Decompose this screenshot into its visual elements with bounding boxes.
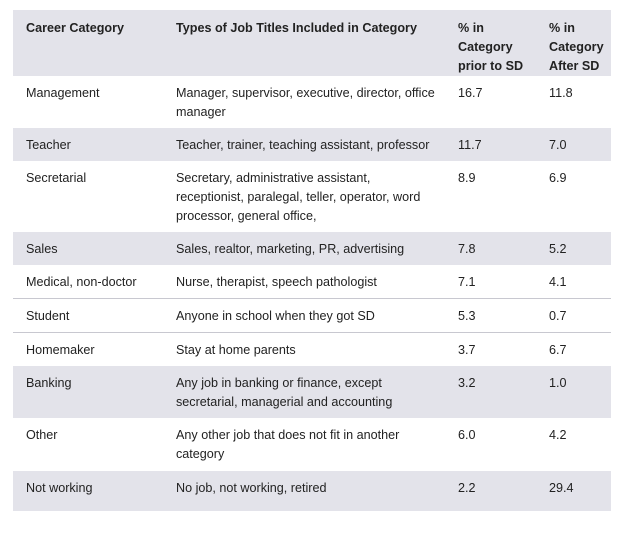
cell-after: 5.2 <box>536 232 611 265</box>
header-row: Career Category Types of Job Titles Incl… <box>13 10 611 76</box>
cell-titles: Stay at home parents <box>163 332 445 366</box>
cell-after: 11.8 <box>536 76 611 128</box>
career-category-table: Career Category Types of Job Titles Incl… <box>13 10 611 511</box>
cell-prior: 7.8 <box>445 232 536 265</box>
cell-category: Management <box>13 76 163 128</box>
career-table-container: Career Category Types of Job Titles Incl… <box>13 10 611 511</box>
cell-prior: 3.2 <box>445 366 536 418</box>
table-row: Other Any other job that does not fit in… <box>13 418 611 471</box>
cell-after: 4.1 <box>536 265 611 299</box>
cell-prior: 11.7 <box>445 128 536 161</box>
cell-category: Other <box>13 418 163 471</box>
cell-prior: 6.0 <box>445 418 536 471</box>
table-row: Medical, non-doctor Nurse, therapist, sp… <box>13 265 611 299</box>
table-row: Sales Sales, realtor, marketing, PR, adv… <box>13 232 611 265</box>
cell-prior: 16.7 <box>445 76 536 128</box>
cell-prior: 2.2 <box>445 471 536 511</box>
cell-titles: Sales, realtor, marketing, PR, advertisi… <box>163 232 445 265</box>
table-row: Homemaker Stay at home parents 3.7 6.7 <box>13 332 611 366</box>
cell-titles: Manager, supervisor, executive, director… <box>163 76 445 128</box>
cell-titles: Teacher, trainer, teaching assistant, pr… <box>163 128 445 161</box>
cell-prior: 8.9 <box>445 161 536 232</box>
cell-after: 29.4 <box>536 471 611 511</box>
cell-prior: 3.7 <box>445 332 536 366</box>
cell-after: 7.0 <box>536 128 611 161</box>
cell-titles: Any other job that does not fit in anoth… <box>163 418 445 471</box>
cell-category: Medical, non-doctor <box>13 265 163 299</box>
cell-titles: No job, not working, retired <box>163 471 445 511</box>
table-row: Banking Any job in banking or finance, e… <box>13 366 611 418</box>
cell-titles: Any job in banking or finance, except se… <box>163 366 445 418</box>
cell-after: 0.7 <box>536 298 611 333</box>
table-row: Management Manager, supervisor, executiv… <box>13 76 611 128</box>
cell-titles: Anyone in school when they got SD <box>163 298 445 333</box>
cell-category: Teacher <box>13 128 163 161</box>
cell-after: 6.9 <box>536 161 611 232</box>
cell-titles: Nurse, therapist, speech pathologist <box>163 265 445 299</box>
cell-category: Student <box>13 298 163 333</box>
cell-category: Banking <box>13 366 163 418</box>
cell-after: 1.0 <box>536 366 611 418</box>
table-row: Secretarial Secretary, administrative as… <box>13 161 611 232</box>
header-career-category: Career Category <box>13 10 163 76</box>
cell-category: Sales <box>13 232 163 265</box>
cell-after: 6.7 <box>536 332 611 366</box>
cell-prior: 7.1 <box>445 265 536 299</box>
cell-category: Secretarial <box>13 161 163 232</box>
table-row: Teacher Teacher, trainer, teaching assis… <box>13 128 611 161</box>
cell-titles: Secretary, administrative assistant, rec… <box>163 161 445 232</box>
table-row: Student Anyone in school when they got S… <box>13 298 611 333</box>
header-percent-after: % in Category After SD <box>536 10 611 76</box>
cell-category: Homemaker <box>13 332 163 366</box>
table-row: Not working No job, not working, retired… <box>13 471 611 511</box>
header-percent-prior: % in Category prior to SD <box>445 10 536 76</box>
cell-after: 4.2 <box>536 418 611 471</box>
cell-category: Not working <box>13 471 163 511</box>
header-job-titles: Types of Job Titles Included in Category <box>163 10 445 76</box>
cell-prior: 5.3 <box>445 298 536 333</box>
